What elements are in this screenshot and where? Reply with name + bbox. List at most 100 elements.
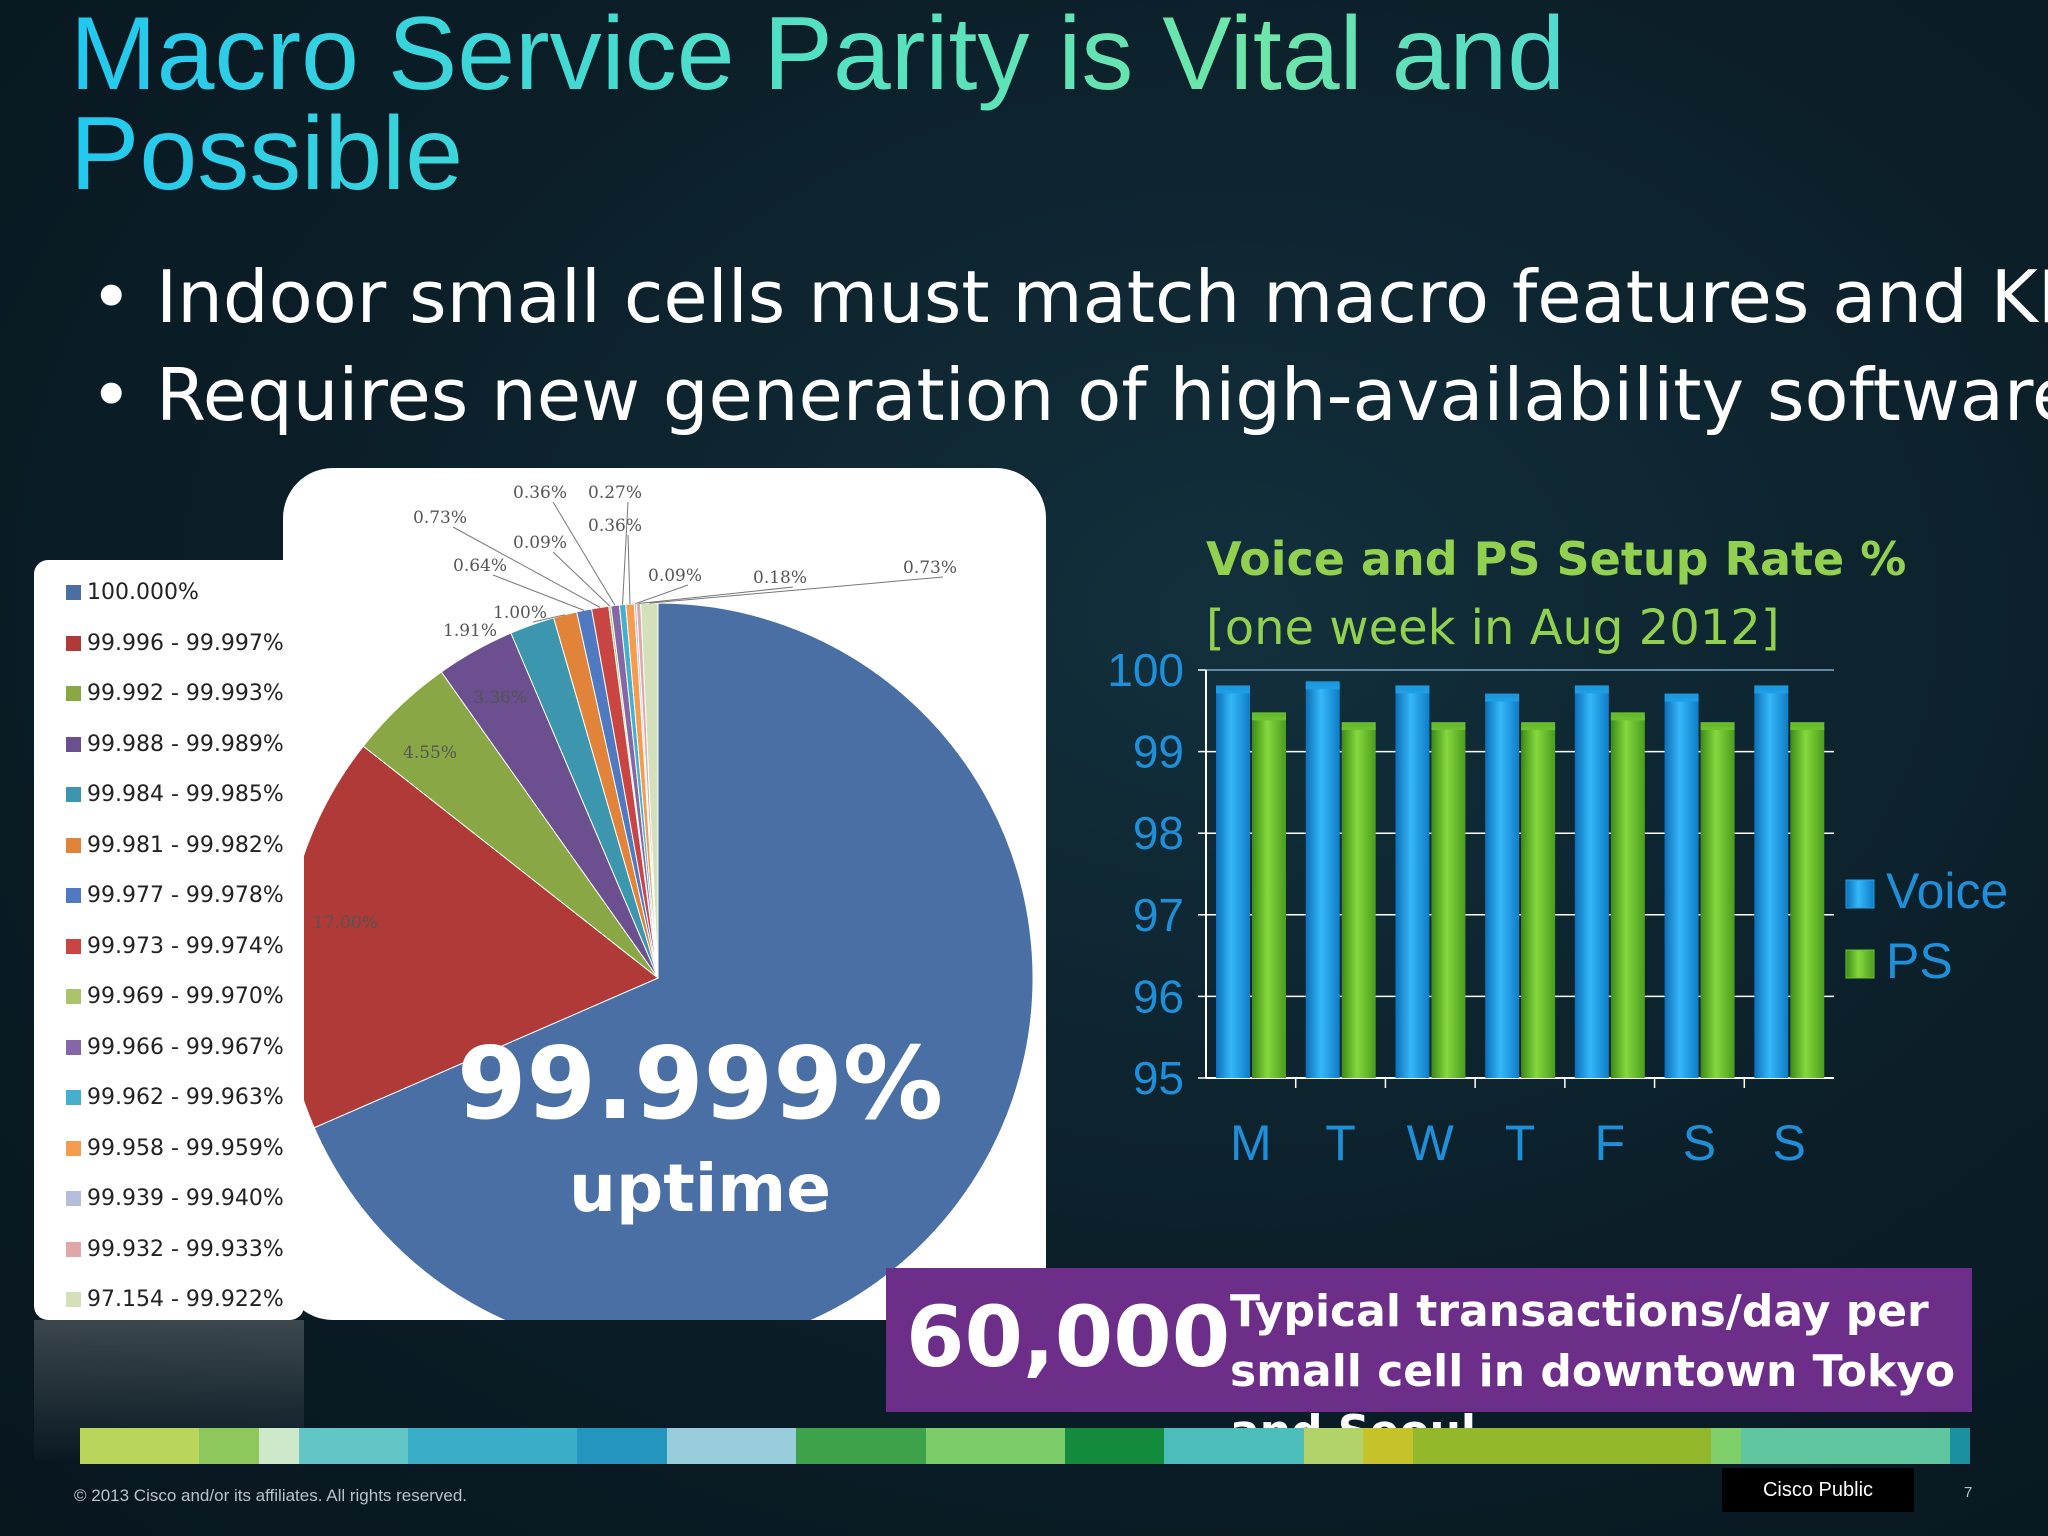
legend-item: 99.966 - 99.967% [66, 1035, 284, 1065]
ps-bar [1700, 727, 1735, 1078]
legend-label: 100.000% [87, 580, 199, 605]
ps-bar [1790, 727, 1825, 1078]
legend-swatch [66, 837, 81, 853]
bar-top-cap [1431, 722, 1466, 731]
legend-swatch [66, 938, 81, 954]
bar-chart-subtitle: [one week in Aug 2012] [1206, 600, 1780, 656]
pie-value-label: 3.36% [473, 688, 527, 708]
bar-top-cap [1305, 681, 1340, 690]
pie-value-label: 0.18% [753, 568, 807, 588]
pie-value-label: 0.73% [413, 508, 467, 528]
stat-callout: 60,000 Typical transactions/day per smal… [886, 1268, 1972, 1457]
pie-value-label: 17.00% [313, 913, 378, 933]
bar-top-cap [1574, 685, 1609, 694]
uptime-pie-chart: 17.00% 4.55% 3.36% 1.91%1.00% 0.64% 0.73% 0.09… [283, 483, 1034, 1320]
legend-item: 99.988 - 99.989% [66, 732, 284, 762]
legend-label: 99.958 - 99.959% [87, 1135, 284, 1161]
x-tick-label: W [1407, 1115, 1455, 1171]
legend-swatch [66, 1191, 81, 1206]
ps-bar [1341, 727, 1376, 1078]
pie-leader-line [492, 574, 585, 611]
legend-item: 99.939 - 99.940% [66, 1186, 284, 1216]
bullet-text: Indoor small cells must match macro feat… [156, 255, 2048, 339]
pie-value-label: 0.36% [588, 516, 642, 536]
y-tick-label: 95 [1133, 1052, 1184, 1104]
pie-leader-line [635, 584, 689, 605]
x-tick-label: F [1594, 1115, 1625, 1171]
legend-item: 99.984 - 99.985% [66, 782, 284, 812]
pie-value-label: 1.00% [493, 603, 547, 623]
legend-swatch [66, 1039, 81, 1055]
classification-badge: Cisco Public [1722, 1468, 1914, 1512]
y-tick-label: 96 [1133, 970, 1184, 1022]
bar-top-cap [1485, 693, 1520, 702]
ps-bar [1431, 727, 1466, 1078]
pie-leader-line [649, 576, 944, 604]
y-tick-label: 97 [1133, 889, 1184, 941]
bar-top-cap [1252, 712, 1286, 721]
legend-item: 99.977 - 99.978% [66, 883, 284, 913]
pie-value-label: 0.64% [453, 556, 507, 576]
pie-value-label: 0.73% [903, 558, 957, 578]
legend-swatch [66, 585, 81, 600]
legend-label: 99.981 - 99.982% [87, 832, 284, 858]
pie-leader-line [552, 501, 616, 606]
legend-item: 99.962 - 99.963% [66, 1085, 284, 1115]
pie-value-label: 0.09% [648, 566, 702, 586]
bar-legend-swatch [1845, 949, 1875, 979]
x-tick-label: T [1325, 1115, 1356, 1171]
legend-label: 99.984 - 99.985% [87, 782, 284, 807]
stat-number: 60,000 [906, 1288, 1231, 1386]
bar-top-cap [1700, 722, 1735, 731]
legend-item: 99.973 - 99.974% [66, 934, 284, 964]
pie-leader-line [452, 526, 601, 608]
pie-value-label: 0.09% [513, 533, 567, 553]
x-tick-label: M [1230, 1115, 1272, 1171]
uptime-label: uptime [569, 1150, 831, 1227]
legend-label: 99.977 - 99.978% [87, 883, 284, 908]
voice-bar [1216, 690, 1250, 1078]
bar-top-cap [1610, 712, 1645, 721]
pie-leader-line [532, 614, 566, 623]
legend-item: 99.981 - 99.982% [66, 833, 284, 863]
bar-legend-label: PS [1886, 933, 1953, 989]
voice-bar [1754, 690, 1789, 1078]
bullet-list: • Indoor small cells must match macro fea… [90, 248, 2048, 444]
slide-title: Macro Service Parity is Vital and Possib… [70, 2, 1770, 206]
legend-label: 99.992 - 99.993% [87, 681, 284, 706]
legend-swatch [66, 1241, 81, 1257]
voice-bar [1664, 698, 1699, 1078]
legend-swatch [66, 888, 81, 903]
bar-top-cap [1664, 693, 1699, 702]
bar-top-cap [1216, 685, 1250, 694]
ps-bar [1610, 717, 1645, 1078]
pie-slice [313, 602, 1034, 1320]
legend-swatch [66, 686, 81, 701]
y-tick-label: 98 [1133, 807, 1184, 859]
voice-bar [1395, 690, 1430, 1078]
pie-legend: 100.000% 99.996 - 99.997% 99.992 - 99.993%… [34, 560, 304, 1320]
x-tick-label: S [1683, 1115, 1716, 1171]
legend-swatch [66, 1140, 81, 1156]
legend-label: 99.939 - 99.940% [87, 1186, 284, 1211]
bullet-item: • Requires new generation of high-availab… [90, 346, 2048, 444]
pie-value-label: 4.55% [403, 743, 457, 763]
pie-value-label: 1.91% [443, 621, 497, 641]
legend-swatch [66, 736, 81, 752]
bar-legend-swatch [1845, 879, 1875, 909]
copyright-text: © 2013 Cisco and/or its affiliates. All … [74, 1486, 468, 1505]
bar-top-cap [1341, 722, 1376, 731]
ps-bar [1252, 717, 1286, 1078]
legend-swatch [66, 635, 81, 651]
legend-label: 99.932 - 99.933% [87, 1236, 284, 1262]
legend-item: 99.996 - 99.997% [66, 631, 284, 661]
pie-leader-line [627, 534, 631, 605]
decorative-color-band [80, 1428, 1971, 1464]
legend-item: 99.958 - 99.959% [66, 1136, 284, 1166]
voice-bar [1485, 698, 1520, 1078]
legend-swatch [66, 787, 81, 802]
bar-top-cap [1754, 685, 1789, 694]
pie-leader-line [622, 501, 629, 605]
pie-value-label: 0.36% [513, 483, 567, 503]
